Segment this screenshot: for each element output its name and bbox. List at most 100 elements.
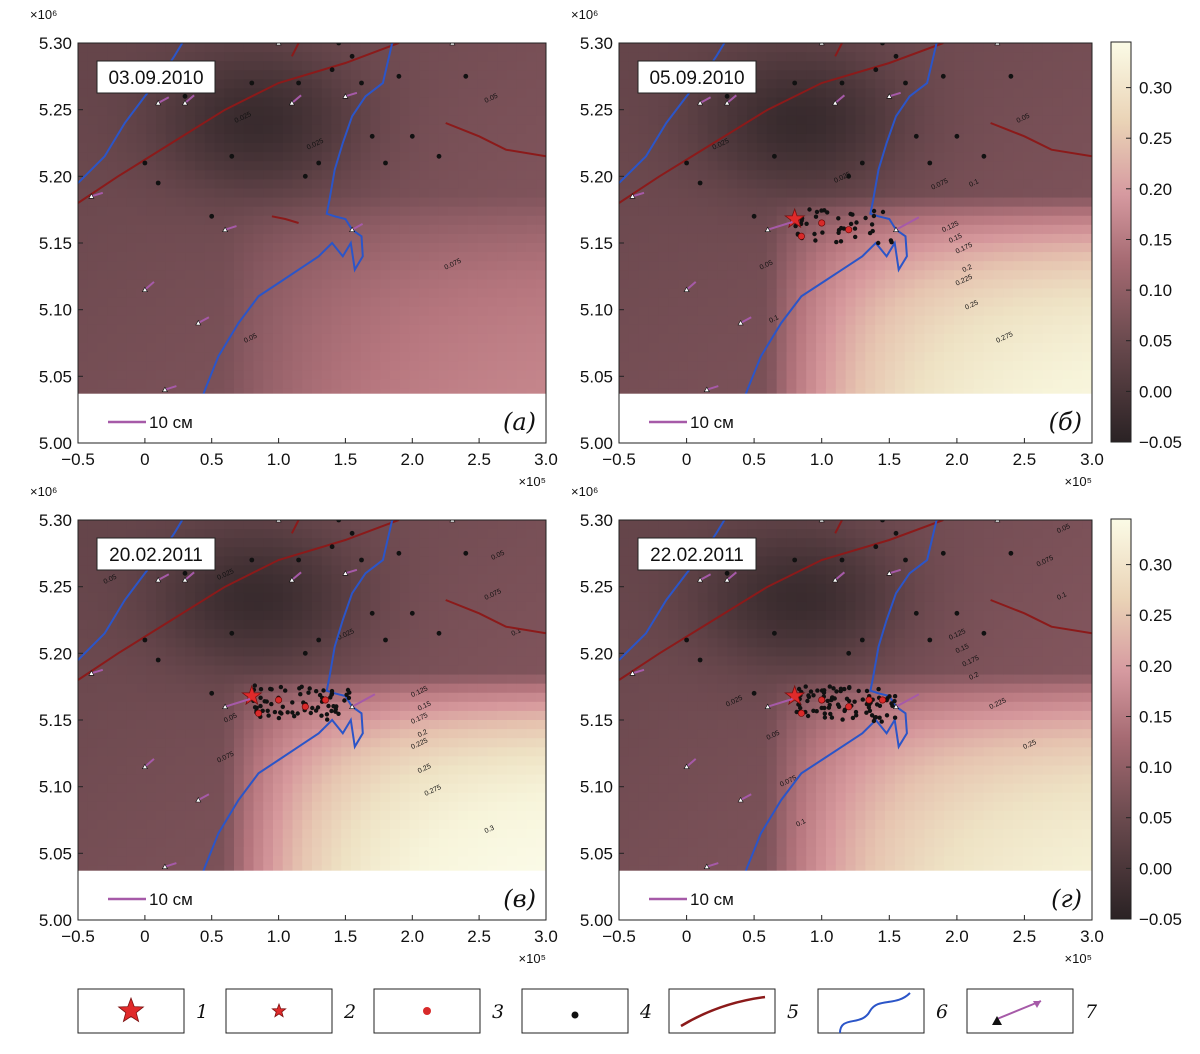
legend: 1 2 3 4 5 6 7: [77, 988, 1098, 1034]
aftershock-dot: [279, 711, 284, 716]
panel-letter: (а): [503, 408, 536, 436]
aftershock-dot: [751, 690, 757, 696]
aftershock-dot: [954, 610, 960, 616]
y-tick-label: 5.15: [39, 234, 72, 253]
aftershock-dot: [846, 698, 852, 704]
aftershock-dot: [298, 692, 303, 697]
aftershock-dot: [838, 686, 844, 691]
aftershock-dot: [887, 694, 892, 699]
aftershock-dot: [877, 715, 882, 720]
scale-strip: [78, 393, 546, 443]
gnss-vector: [895, 693, 920, 708]
gnss-station: [141, 763, 148, 769]
aftershock-dot: [839, 557, 845, 563]
coastline: [619, 43, 726, 184]
legend-item-3: [373, 988, 481, 1034]
date-label: 03.09.2010: [108, 68, 203, 89]
x-tick-label: 3.0: [534, 450, 558, 469]
aftershock-dot: [812, 231, 817, 237]
arrow-head-symbol: [1033, 1001, 1041, 1008]
date-label: 20.02.2011: [109, 545, 203, 566]
gnss-vector: [351, 223, 364, 231]
aftershock-dot: [856, 688, 861, 694]
aftershock-dot: [345, 687, 351, 693]
aftershock-dot: [890, 703, 895, 708]
gnss-vector: [452, 520, 454, 521]
aftershock-dot: [229, 153, 235, 159]
aftershock-dot: [383, 637, 388, 643]
aftershock-dot: [310, 705, 315, 711]
y-tick-label: 5.20: [39, 167, 72, 186]
contour-label: 0.2: [968, 671, 980, 682]
x-tick-label: 0: [140, 450, 149, 469]
y-tick-label: 5.15: [580, 711, 613, 730]
gnss-vector: [706, 385, 719, 391]
gnss-station: [832, 99, 839, 106]
y-tick-label: 5.10: [580, 301, 613, 320]
gnss-station: [832, 576, 839, 583]
x-tick-label: 2.0: [945, 927, 969, 946]
gnss-station: [342, 570, 349, 576]
y-tick-label: 5.05: [39, 844, 72, 863]
aftershock-dot: [873, 715, 878, 720]
aftershock-dot: [1008, 73, 1014, 79]
x-tick-label: 0: [682, 450, 691, 469]
legend-item-2: [225, 988, 333, 1034]
fault-line: [619, 43, 944, 204]
aftershock-dot: [772, 153, 777, 159]
aftershock-dot: [815, 688, 820, 693]
gnss-station: [181, 576, 189, 583]
y-tick-label: 5.25: [39, 101, 72, 120]
aftershock-dot: [346, 695, 352, 701]
gnss-station: [737, 796, 744, 803]
y-tick-label: 5.30: [580, 511, 613, 530]
colorbar-tick-label: 0.20: [1139, 657, 1172, 676]
aftershock-dot: [349, 530, 355, 536]
aftershock-dot: [880, 520, 885, 523]
x-tick-label: 1.5: [877, 927, 901, 946]
gnss-vector: [144, 281, 155, 291]
aftershock-dot: [805, 713, 811, 719]
legend-number: 2: [343, 1001, 356, 1023]
aftershock-dot: [852, 226, 858, 231]
y-tick-label: 5.15: [580, 234, 613, 253]
aftershock-dot: [266, 713, 271, 718]
aftershock-dot: [342, 698, 347, 703]
aftershock-dot: [155, 180, 161, 186]
x-tick-label: 1.5: [877, 450, 901, 469]
aftershock-dot: [903, 80, 908, 86]
aftershock-dot: [867, 702, 872, 707]
legend-box: [521, 988, 629, 1034]
aftershock-red-dot: [275, 696, 283, 704]
panel-letter: (б): [1049, 408, 1082, 436]
aftershock-dot: [803, 684, 808, 689]
coastline: [190, 520, 394, 920]
aftershock-dot: [814, 709, 819, 714]
x-tick-label: 2.5: [467, 927, 491, 946]
aftershock-dot: [847, 685, 852, 690]
aftershock-dot: [269, 701, 274, 707]
aftershock-red-dot: [301, 703, 309, 711]
aftershock-dot: [864, 710, 869, 715]
gnss-vector: [144, 758, 155, 768]
legend-number: 4: [639, 1001, 652, 1023]
gnss-vector: [345, 568, 358, 575]
aftershock-dot: [299, 684, 304, 689]
aftershock-dot: [838, 239, 844, 244]
contour-label: 0.3: [484, 825, 496, 836]
colorbar-tick-label: 0.15: [1139, 708, 1172, 727]
aftershock-dot: [822, 688, 827, 693]
x-tick-label: 1.0: [810, 450, 834, 469]
legend-item-6: [817, 988, 925, 1034]
aftershock-red-dot: [865, 696, 873, 704]
aftershock-dot: [869, 222, 875, 227]
aftershock-dot: [825, 210, 830, 215]
legend-number: 6: [936, 1001, 948, 1023]
gnss-station: [703, 863, 710, 869]
aftershock-dot: [336, 520, 342, 523]
fault-line: [78, 43, 400, 204]
aftershock-dot: [290, 710, 295, 715]
aftershock-dot: [903, 557, 908, 563]
aftershock-dot: [252, 705, 258, 710]
